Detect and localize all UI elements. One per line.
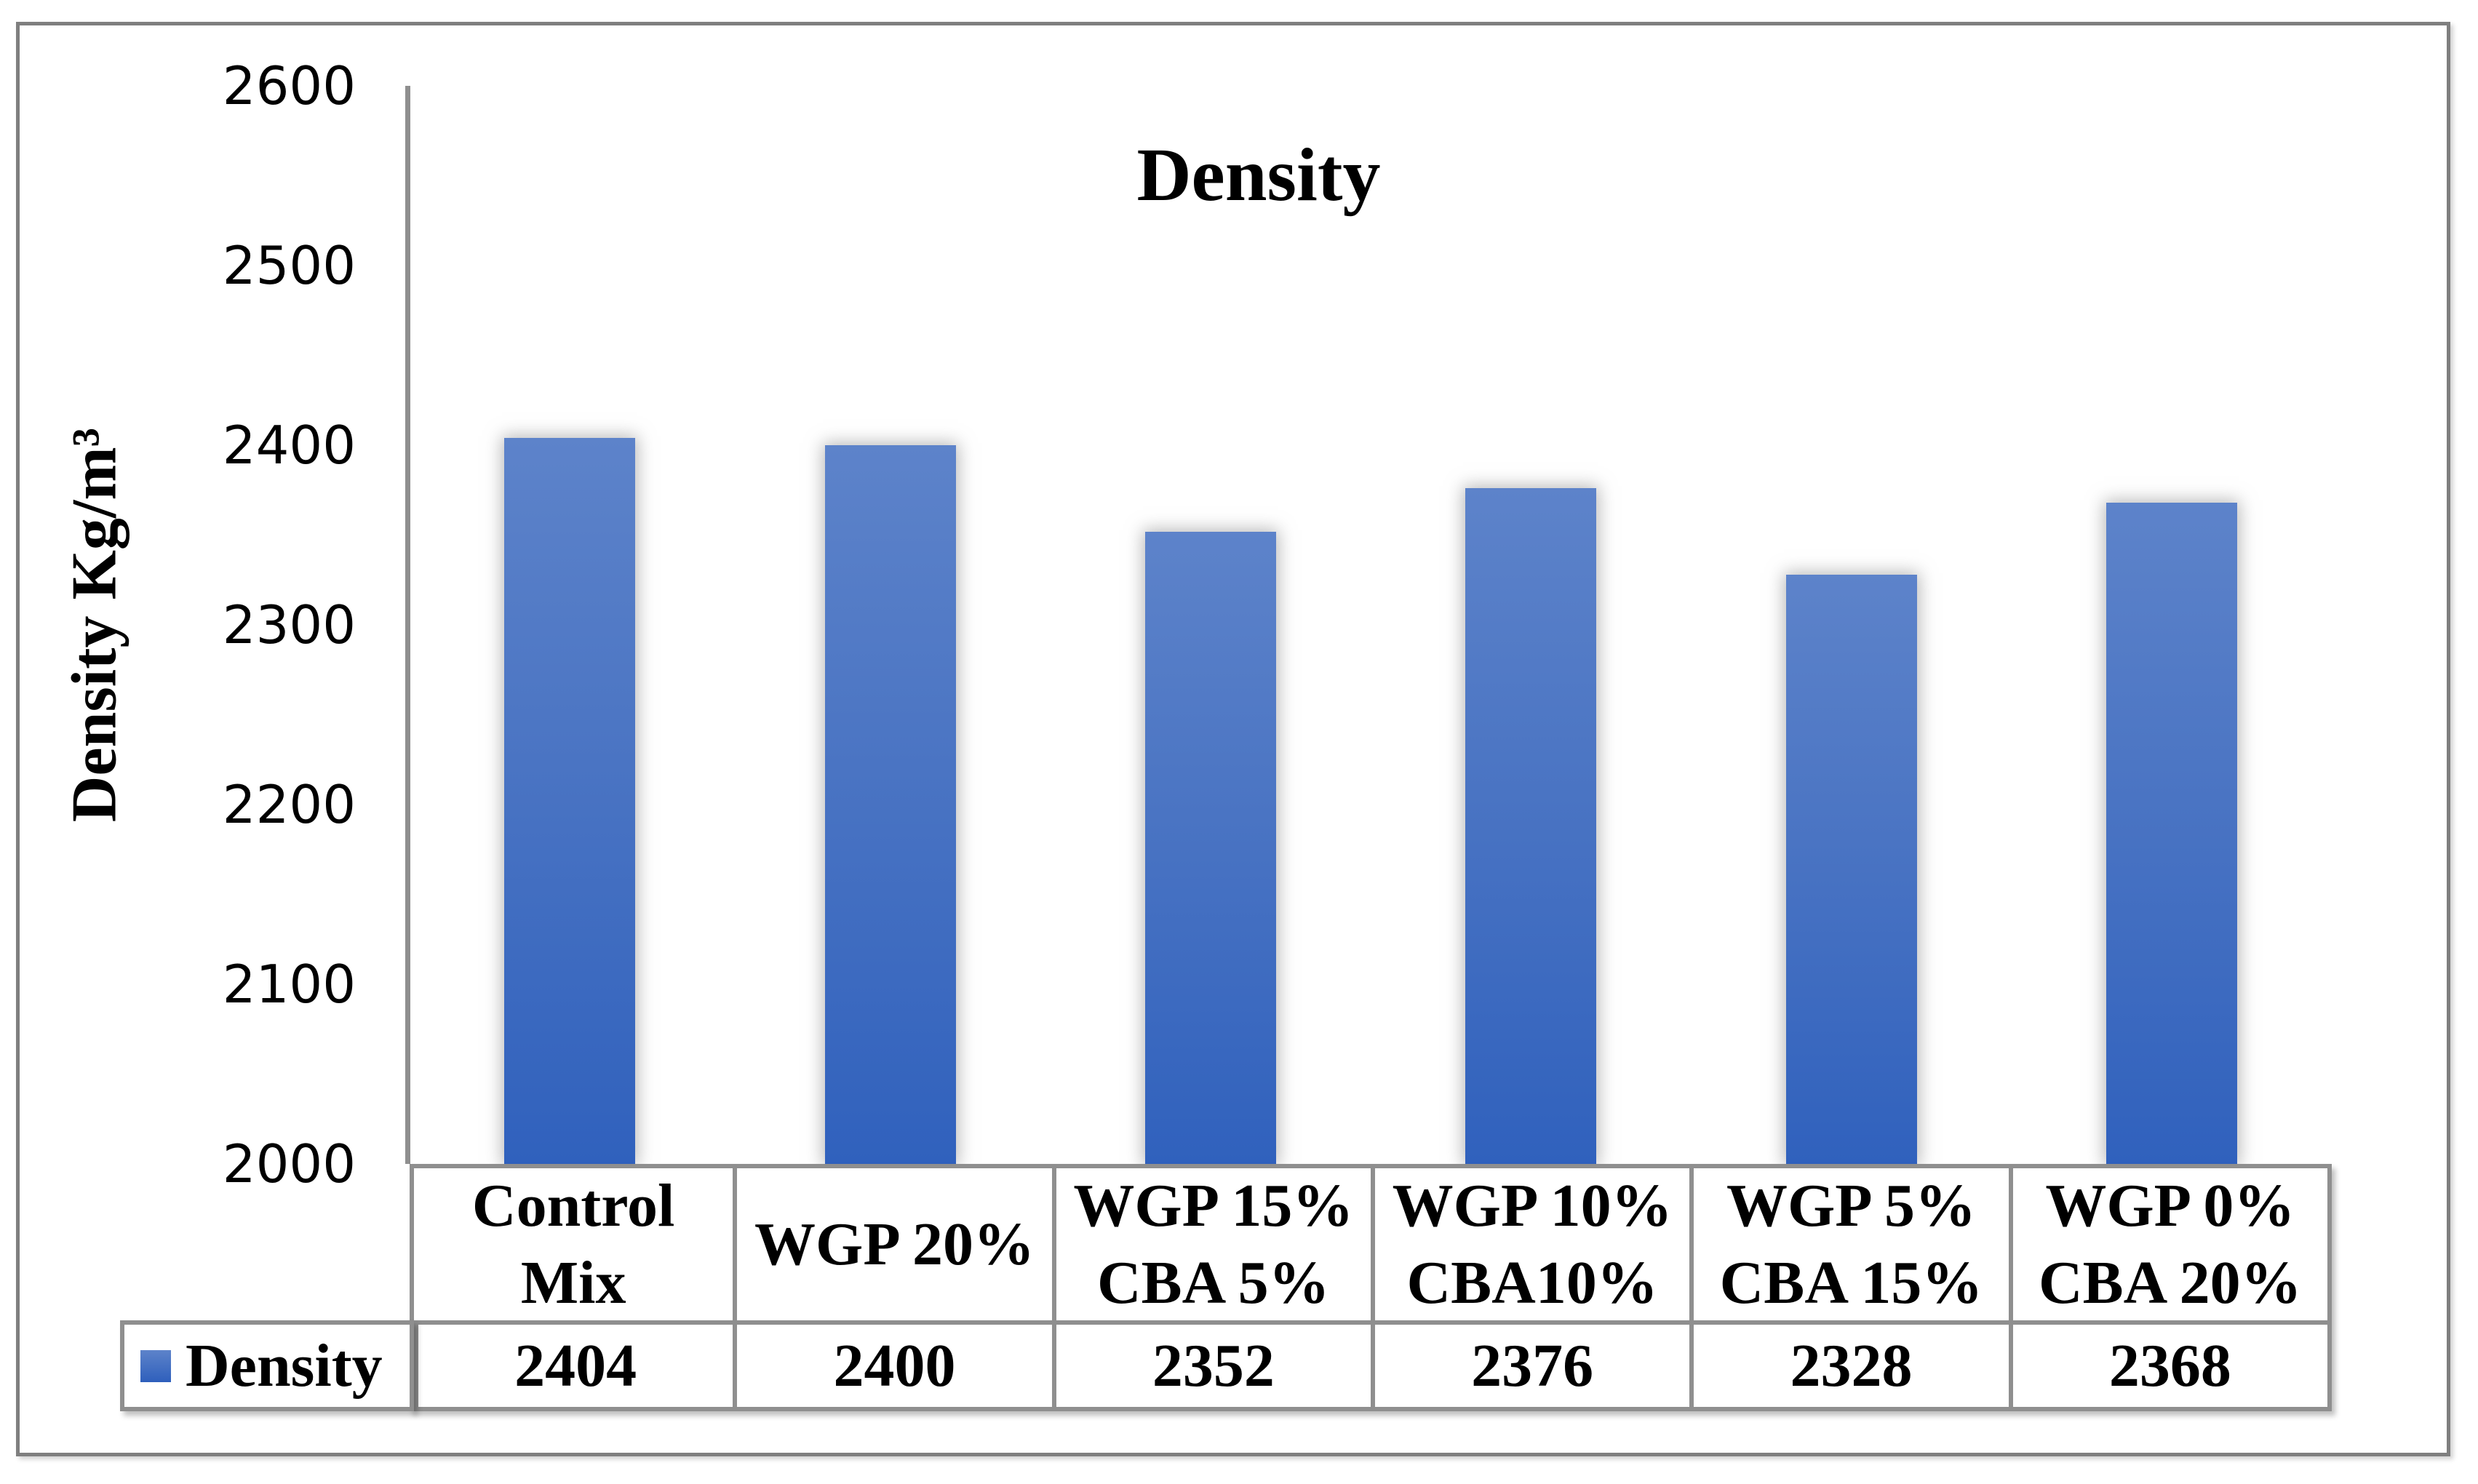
- y-tick-label: 2600: [222, 55, 356, 116]
- category-header-cell: WGP 10% CBA10%: [1371, 1168, 1690, 1320]
- bar: [504, 438, 636, 1164]
- y-axis-title: Density Kg/m³: [59, 427, 130, 823]
- value-cell: 2352: [1051, 1320, 1371, 1407]
- value-cell: 2400: [733, 1320, 1052, 1407]
- value-cell: 2376: [1371, 1320, 1690, 1407]
- legend-box: Density: [120, 1320, 414, 1411]
- y-tick-label: 2500: [222, 235, 356, 296]
- bar: [1144, 531, 1276, 1164]
- y-axis-line: [405, 86, 410, 1164]
- y-tick-label: 2300: [222, 594, 356, 655]
- category-header-cell: WGP 20%: [733, 1168, 1052, 1320]
- chart-title: Density: [1136, 133, 1381, 217]
- y-tick-label: 2200: [222, 774, 356, 835]
- value-cell: 2404: [414, 1320, 733, 1407]
- bar: [1465, 488, 1597, 1164]
- bar: [1785, 574, 1917, 1164]
- bar: [824, 445, 956, 1164]
- data-table: Control Mix WGP 20% WGP 15% CBA 5% WGP 10% …: [410, 1164, 2332, 1411]
- y-tick-label: 2100: [222, 954, 356, 1015]
- legend-label: Density: [186, 1331, 383, 1400]
- chart-frame: Density Density Kg/m³ 2600 2500 2400 2300 22…: [16, 22, 2450, 1456]
- value-cell: 2368: [2008, 1320, 2327, 1407]
- y-tick-label: 2400: [222, 415, 356, 476]
- category-header-cell: Control Mix: [414, 1168, 733, 1320]
- category-header-cell: WGP 0% CBA 20%: [2008, 1168, 2327, 1320]
- category-header-cell: WGP 5% CBA 15%: [1689, 1168, 2009, 1320]
- y-tick-label: 2000: [222, 1133, 356, 1194]
- legend-marker-icon: [140, 1349, 171, 1382]
- category-header-cell: WGP 15% CBA 5%: [1051, 1168, 1371, 1320]
- bar: [2105, 503, 2237, 1164]
- value-cell: 2328: [1689, 1320, 2009, 1407]
